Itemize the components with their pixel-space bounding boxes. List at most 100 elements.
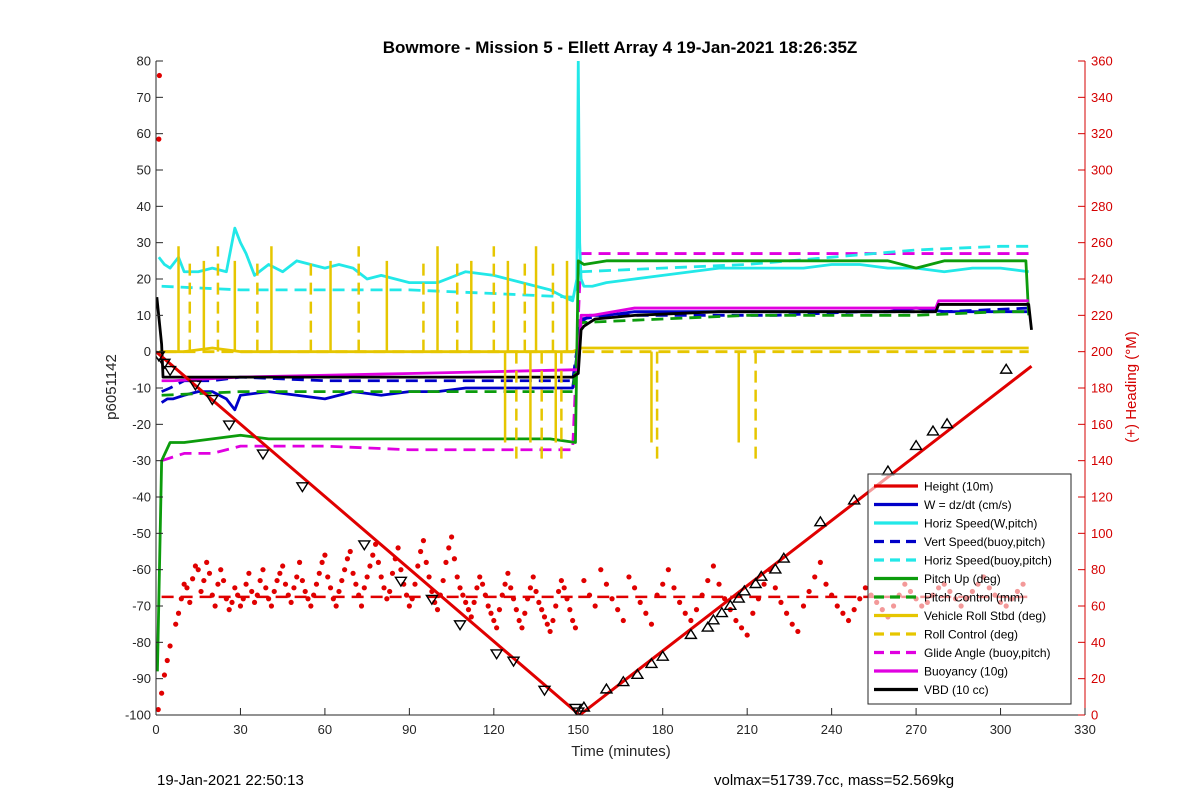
heading-point <box>496 607 503 613</box>
heading-point <box>508 585 514 591</box>
heading-point <box>516 617 522 624</box>
heading-point <box>547 628 553 635</box>
heading-point <box>282 581 289 587</box>
y-right-tick-label: 320 <box>1091 126 1113 141</box>
heading-point <box>471 599 477 605</box>
y-right-tick-label: 260 <box>1091 235 1113 250</box>
heading-point <box>465 607 472 613</box>
heading-point <box>195 567 201 573</box>
heading-point <box>294 574 300 580</box>
x-tick-label: 150 <box>567 722 589 737</box>
heading-point <box>215 581 221 587</box>
heading-point <box>347 548 353 555</box>
dive-marker <box>630 668 645 680</box>
heading-point <box>263 585 269 591</box>
heading-point <box>682 610 688 616</box>
heading-point <box>423 559 429 566</box>
heading-point <box>218 567 224 573</box>
heading-point <box>389 570 396 576</box>
heading-point <box>609 596 615 602</box>
heading-point <box>603 581 610 587</box>
dive-marker <box>644 657 659 669</box>
heading-point <box>505 570 511 576</box>
heading-point <box>527 585 534 591</box>
heading-point <box>772 585 778 591</box>
y-right-tick-label: 220 <box>1091 308 1113 323</box>
series-line-5 <box>156 259 1031 672</box>
x-tick-label: 30 <box>233 722 247 737</box>
heading-point <box>370 552 376 558</box>
heading-point <box>181 581 187 587</box>
heading-point <box>561 585 567 591</box>
heading-point <box>620 617 626 624</box>
heading-point <box>277 570 283 576</box>
heading-point <box>857 596 863 602</box>
heading-point <box>327 585 334 591</box>
legend-entry: Height (10m) <box>924 480 993 494</box>
heading-point <box>477 574 483 580</box>
x-tick-label: 210 <box>736 722 758 737</box>
heading-point <box>229 599 235 605</box>
legend-box <box>867 473 1072 705</box>
dive-marker <box>599 682 614 694</box>
y-left-tick-label: 10 <box>137 308 151 323</box>
x-tick-label: 90 <box>402 722 416 737</box>
heading-point <box>206 570 213 576</box>
y-left-tick-label: 20 <box>137 272 151 287</box>
y-left-tick-label: 60 <box>137 126 151 141</box>
heading-point <box>800 603 807 609</box>
heading-point <box>361 585 367 591</box>
dive-marker <box>701 620 715 632</box>
heading-point <box>572 625 579 631</box>
x-tick-label: 0 <box>152 722 159 737</box>
heading-point <box>626 574 632 580</box>
heading-point <box>220 577 227 584</box>
heading-point <box>161 672 168 678</box>
heading-point <box>494 625 500 631</box>
heading-point <box>567 607 573 613</box>
y-right-tick-label: 0 <box>1091 708 1098 723</box>
heading-point <box>570 617 576 624</box>
dive-marker <box>188 380 203 392</box>
y-left-tick-label: -60 <box>132 562 151 577</box>
heading-point <box>812 574 818 580</box>
dive-marker <box>813 515 828 527</box>
heading-point <box>175 610 182 616</box>
heading-point <box>353 581 359 587</box>
legend-entry: Pitch Control (mm) <box>924 591 1024 605</box>
dive-marker <box>357 540 372 552</box>
dive-marker <box>157 358 172 370</box>
heading-point <box>251 599 258 605</box>
heading-point <box>232 585 238 591</box>
heading-point <box>446 545 452 551</box>
x-tick-label: 120 <box>483 722 505 737</box>
heading-point <box>226 607 232 613</box>
y-right-tick-label: 60 <box>1091 599 1105 614</box>
heading-point <box>398 567 404 573</box>
heading-point <box>237 603 244 609</box>
dive-marker <box>425 594 439 606</box>
heading-point <box>291 585 297 591</box>
dive-marker <box>999 363 1013 374</box>
x-tick-label: 240 <box>821 722 843 737</box>
heading-point <box>761 581 767 587</box>
heading-point <box>325 574 331 580</box>
heading-point <box>539 607 545 613</box>
heading-point <box>189 576 196 582</box>
y-axis-right-label: (+) Heading (°M) <box>1123 331 1140 442</box>
heading-point <box>387 588 393 595</box>
heading-point <box>274 577 280 584</box>
heading-point <box>159 690 165 696</box>
y-left-tick-label: -40 <box>132 490 151 505</box>
heading-point <box>677 599 683 605</box>
heading-point <box>167 643 173 649</box>
dive-marker <box>754 570 769 581</box>
heading-point <box>665 567 671 573</box>
dive-marker <box>256 449 270 461</box>
y-left-tick-label: 50 <box>137 163 151 178</box>
heading-point <box>488 610 494 616</box>
heading-point <box>851 607 857 613</box>
heading-point <box>693 607 700 613</box>
heading-point <box>434 607 441 613</box>
heading-point <box>457 585 463 591</box>
